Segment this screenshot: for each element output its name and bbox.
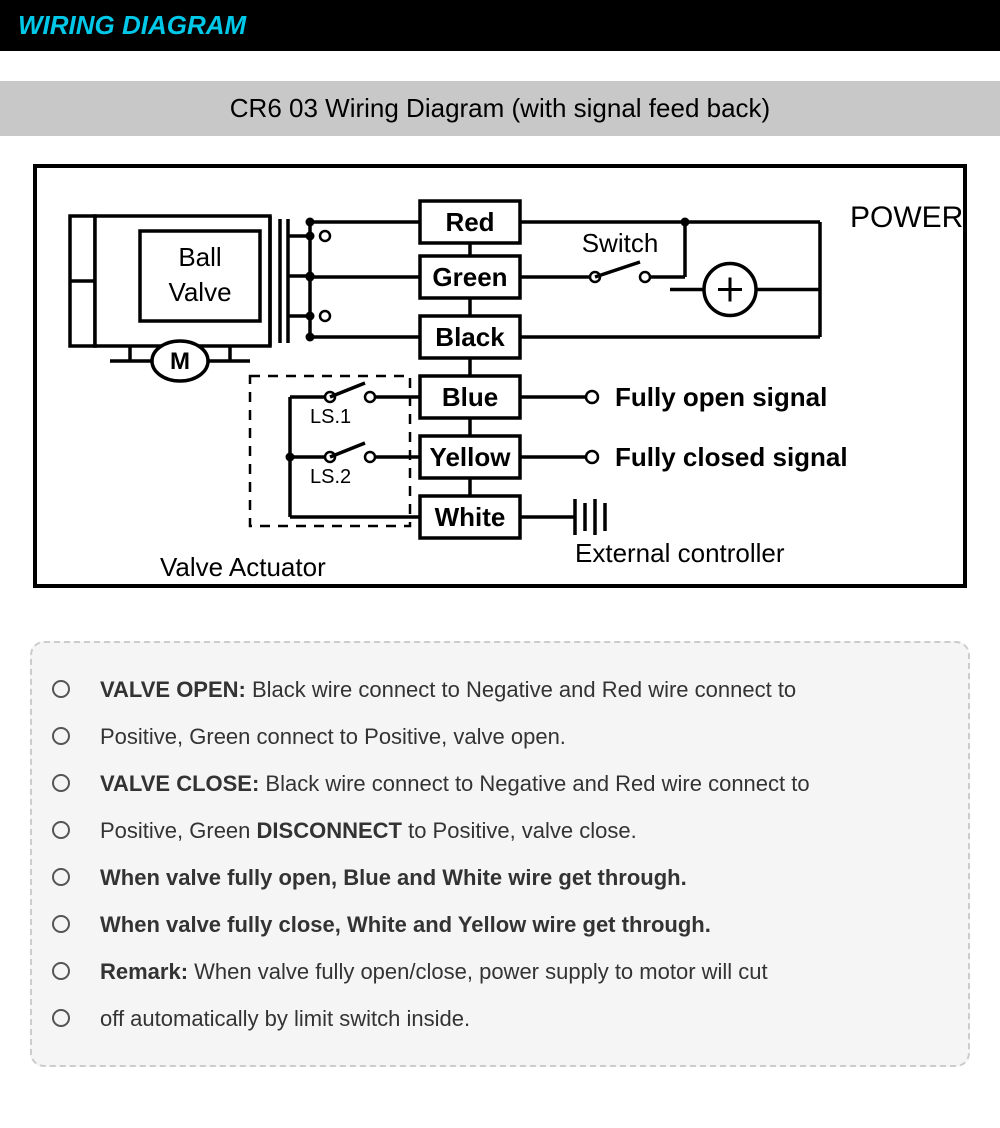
svg-text:Yellow: Yellow [430,442,512,472]
svg-text:Valve: Valve [168,277,231,307]
svg-text:Switch: Switch [582,228,659,258]
wiring-diagram-svg: Red Green Black Blue Yellow White Ball Valve M Sw… [30,161,970,601]
svg-text:M: M [170,348,190,375]
svg-text:Black: Black [435,322,505,352]
svg-text:Green: Green [432,262,507,292]
note-text: Positive, Green DISCONNECT to Positive, … [100,814,938,847]
bullet-icon [52,915,70,933]
notes-box: VALVE OPEN: Black wire connect to Negati… [30,641,970,1067]
svg-text:Ball: Ball [178,242,221,272]
svg-text:White: White [435,502,506,532]
note-text: Positive, Green connect to Positive, val… [100,720,938,753]
note-row: off automatically by limit switch inside… [52,1002,938,1035]
note-text: VALVE OPEN: Black wire connect to Negati… [100,673,938,706]
note-row: When valve fully open, Blue and White wi… [52,861,938,894]
bullet-icon [52,680,70,698]
svg-text:POWER: POWER [850,201,963,234]
diagram-container: Red Green Black Blue Yellow White Ball Valve M Sw… [0,136,1000,641]
note-row: VALVE OPEN: Black wire connect to Negati… [52,673,938,706]
note-text: Remark: When valve fully open/close, pow… [100,955,938,988]
note-row: Remark: When valve fully open/close, pow… [52,955,938,988]
svg-text:Blue: Blue [442,382,498,412]
header-bar: WIRING DIAGRAM [0,0,1000,51]
note-row: Positive, Green DISCONNECT to Positive, … [52,814,938,847]
svg-text:External controller: External controller [575,538,785,568]
note-text: VALVE CLOSE: Black wire connect to Negat… [100,767,938,800]
bullet-icon [52,868,70,886]
note-row: Positive, Green connect to Positive, val… [52,720,938,753]
bullet-icon [52,821,70,839]
svg-text:Red: Red [445,207,494,237]
svg-text:Fully open signal: Fully open signal [615,382,827,412]
note-text: off automatically by limit switch inside… [100,1002,938,1035]
subtitle-bar: CR6 03 Wiring Diagram (with signal feed … [0,81,1000,136]
note-text: When valve fully close, White and Yellow… [100,908,938,941]
svg-text:LS.2: LS.2 [310,466,351,488]
bullet-icon [52,774,70,792]
svg-text:LS.1: LS.1 [310,406,351,428]
bullet-icon [52,962,70,980]
bullet-icon [52,1009,70,1027]
svg-text:Valve Actuator: Valve Actuator [160,552,326,582]
note-text: When valve fully open, Blue and White wi… [100,861,938,894]
bullet-icon [52,727,70,745]
header-title: WIRING DIAGRAM [18,10,246,40]
note-row: When valve fully close, White and Yellow… [52,908,938,941]
subtitle-text: CR6 03 Wiring Diagram (with signal feed … [230,93,770,123]
note-row: VALVE CLOSE: Black wire connect to Negat… [52,767,938,800]
svg-text:Fully closed signal: Fully closed signal [615,442,848,472]
